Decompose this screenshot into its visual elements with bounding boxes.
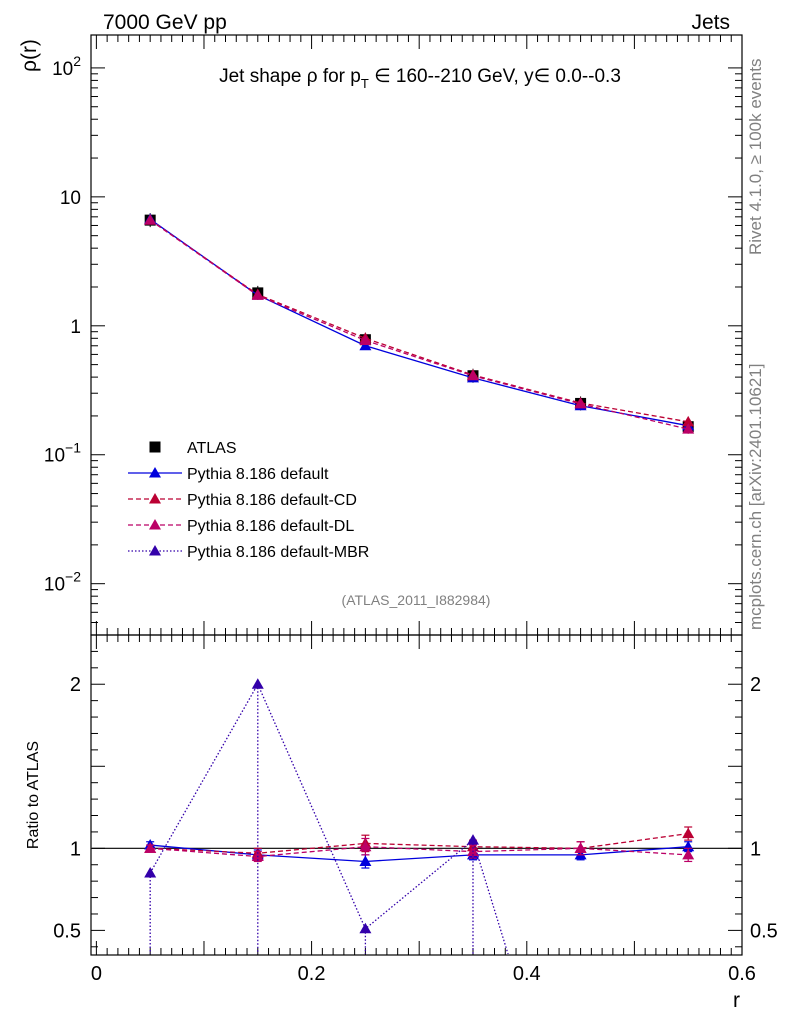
ratio-y-tick-label-right: 1	[750, 838, 761, 860]
ratio-series-marker-3	[359, 922, 372, 934]
main-y-tick-label: 10−2	[44, 569, 81, 596]
ratio-ylabel: Ratio to ATLAS	[25, 741, 42, 849]
main-title: Jet shape ρ for pT ∈ 160--210 GeV, y∈ 0.…	[219, 66, 621, 91]
legend-marker-1	[149, 493, 161, 504]
ratio-y-tick-label-right: 2	[750, 674, 761, 696]
ratio-series-line-0	[150, 844, 689, 863]
x-tick-label: 0	[91, 963, 102, 985]
ratio-y-ticks: 2 2 1 1 0.5 0.5	[53, 650, 778, 948]
main-title-suffix: ∈ 160--210 GeV, y∈ 0.0--0.3	[369, 66, 621, 87]
main-y-tick-label: 102	[52, 53, 81, 80]
ratio-series-marker-2	[682, 848, 695, 860]
ratio-series-line-1	[150, 832, 689, 854]
x-tick-label: 0.4	[513, 963, 541, 985]
ratio-series-marker-0	[359, 855, 372, 866]
ratio-series-marker-1	[682, 827, 695, 839]
main-series-marker-2	[574, 397, 587, 409]
main-series-marker-0	[359, 339, 372, 351]
legend-marker-0	[149, 467, 161, 478]
legend-marker-3	[149, 545, 161, 556]
main-y-tick-label: 10−1	[44, 440, 81, 467]
main-y-tick-exp: 2	[73, 53, 81, 69]
side-label-mcplots: mcplots.cern.ch [arXiv:2401.10621]	[746, 364, 765, 630]
main-series-marker-2	[251, 289, 264, 300]
main-y-tick-exp: −1	[65, 440, 81, 456]
main-series-line-2	[149, 219, 689, 430]
main-y-tick-base: 10	[44, 575, 65, 596]
main-series-line-0	[149, 218, 689, 427]
main-y-tick-base: 10	[52, 59, 73, 80]
legend-label-0: Pythia 8.186 default	[187, 466, 329, 483]
ratio-plot-area	[92, 678, 741, 954]
ratio-series-line-3	[149, 682, 509, 954]
main-y-tick-base: 10	[44, 446, 65, 467]
legend-atlas-label: ATLAS	[187, 440, 237, 457]
xlabel: r	[733, 989, 740, 1012]
side-label-rivet: Rivet 4.1.0, ≥ 100k events	[746, 59, 765, 255]
header-left: 7000 GeV pp	[103, 11, 227, 34]
main-title-prefix: Jet shape ρ for p	[219, 66, 361, 87]
ratio-series-marker-3	[144, 866, 157, 878]
legend-label-2: Pythia 8.186 default-DL	[187, 518, 354, 535]
analysis-watermark: (ATLAS_2011_I882984)	[342, 592, 491, 608]
main-series-marker-1	[682, 415, 695, 427]
main-y-tick-label: 1	[70, 317, 81, 338]
main-y-tick-exp: −2	[65, 569, 81, 585]
ratio-series-marker-3	[251, 678, 264, 689]
main-series-marker-2	[359, 334, 372, 345]
ratio-series-line-2	[150, 846, 689, 858]
ratio-y-tick-label: 0.5	[53, 920, 81, 942]
legend-label-3: Pythia 8.186 default-MBR	[187, 544, 369, 561]
ratio-series-marker-3	[466, 834, 479, 845]
main-series-marker-2	[466, 369, 479, 381]
header-right: Jets	[691, 11, 730, 34]
main-ylabel: ρ(r)	[18, 39, 41, 72]
legend-marker-2	[149, 519, 161, 530]
ratio-y-tick-label: 1	[70, 838, 81, 860]
main-y-tick-label: 10	[60, 188, 81, 209]
ratio-panel-frame	[90, 634, 743, 956]
main-series-marker-2	[682, 423, 695, 434]
x-ticks: 0 0.2 0.4 0.6	[91, 35, 756, 985]
ratio-y-tick-label: 2	[70, 674, 81, 696]
ratio-series-marker-2	[574, 842, 587, 853]
legend-label-1: Pythia 8.186 default-CD	[187, 492, 357, 509]
x-tick-label: 0.2	[298, 963, 326, 985]
legend: ATLAS Pythia 8.186 default Pythia 8.186 de…	[128, 440, 369, 561]
ratio-series-marker-2	[359, 840, 372, 852]
main-title-sub: T	[361, 76, 369, 91]
ratio-series-marker-2	[144, 842, 157, 853]
legend-atlas-marker	[149, 441, 161, 453]
main-series-marker-2	[144, 214, 157, 225]
x-tick-label: 0.6	[728, 963, 756, 985]
main-series-line-1	[149, 219, 689, 423]
ratio-y-tick-label-right: 0.5	[750, 920, 778, 942]
main-plot-area	[144, 213, 695, 434]
